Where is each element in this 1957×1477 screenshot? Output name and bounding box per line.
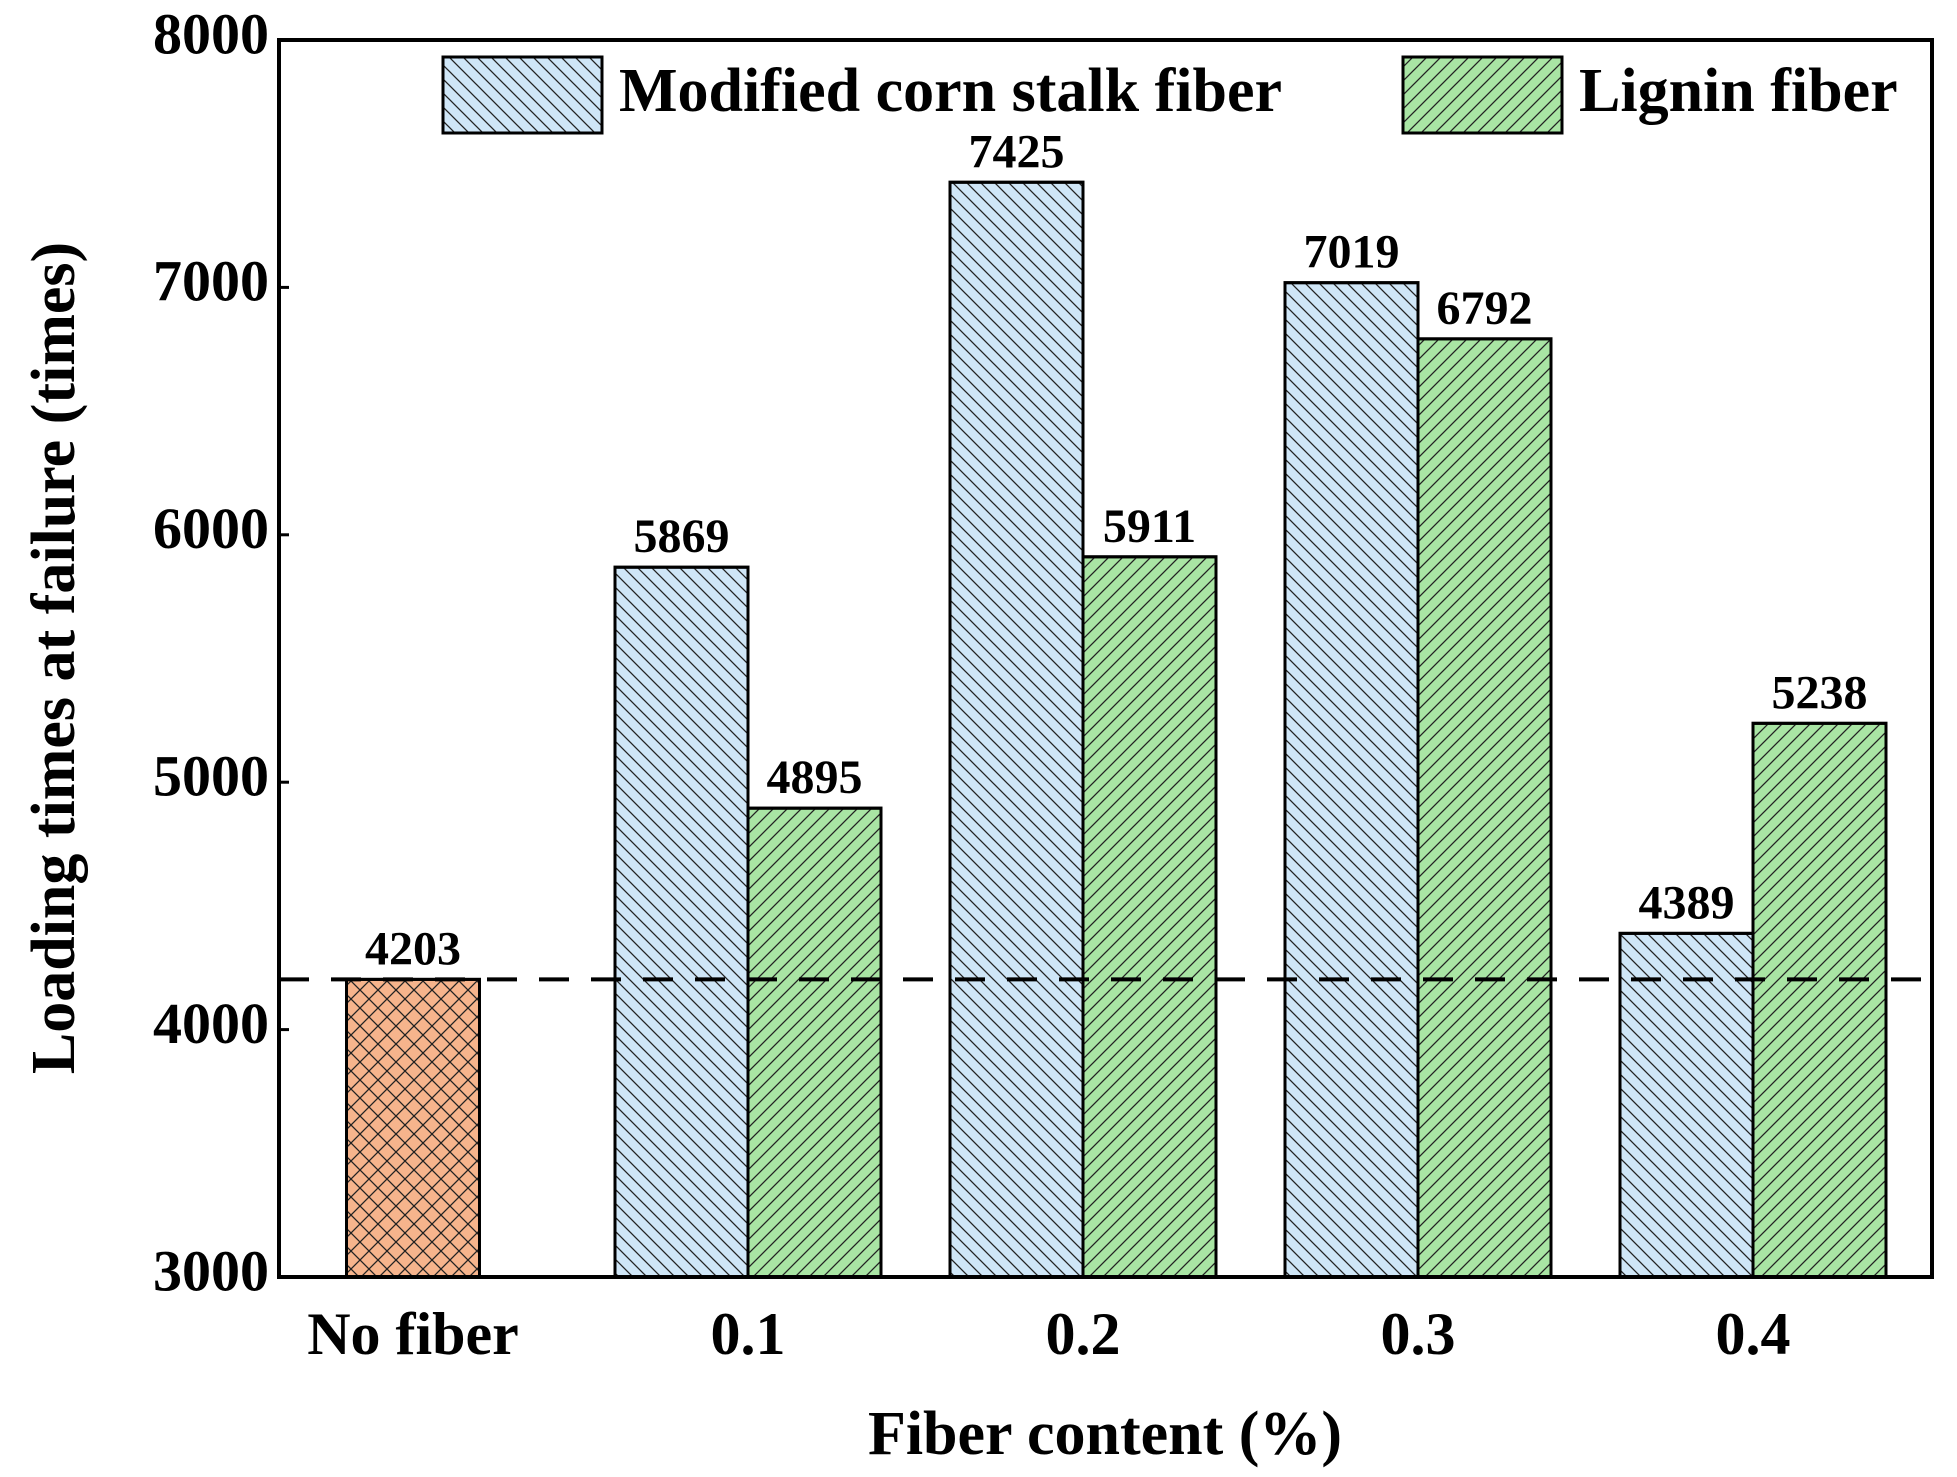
bar-hatch [1081, 555, 1218, 1279]
value-label: 6792 [1437, 282, 1533, 335]
y-tick-label: 4000 [153, 991, 269, 1056]
legend-swatch-hatch [441, 55, 604, 135]
bar-hatch [1751, 721, 1888, 1279]
bar-hatch [948, 180, 1085, 1279]
legend-label: Lignin fiber [1579, 57, 1898, 125]
x-axis-title: Fiber content (%) [868, 1400, 1342, 1468]
y-tick-label: 8000 [153, 1, 269, 66]
value-label: 4203 [365, 922, 461, 975]
bar-hatch [1283, 281, 1420, 1279]
x-tick-label: 0.1 [711, 1301, 786, 1367]
y-tick-label: 7000 [153, 249, 269, 314]
legend-swatch-hatch [1401, 55, 1564, 135]
x-tick-label: 0.4 [1716, 1301, 1791, 1367]
value-label: 5238 [1772, 666, 1868, 719]
value-label: 7425 [969, 125, 1065, 178]
x-tick-label: No fiber [307, 1301, 519, 1367]
value-label: 7019 [1304, 226, 1400, 279]
x-tick-label: 0.3 [1381, 1301, 1456, 1367]
value-label: 5869 [634, 510, 730, 563]
y-tick-label: 5000 [153, 744, 269, 809]
y-tick-label: 6000 [153, 496, 269, 561]
value-label: 5911 [1103, 500, 1196, 553]
bar-hatch [1416, 337, 1553, 1279]
bar-hatch [613, 565, 750, 1279]
y-tick-label: 3000 [153, 1238, 269, 1303]
plot-frame [277, 38, 1934, 1279]
bar-hatch [1618, 931, 1755, 1279]
y-axis-title: Loading times at failure (times) [20, 242, 88, 1074]
value-label: 4389 [1639, 876, 1735, 929]
x-tick-label: 0.2 [1046, 1301, 1121, 1367]
baseline-bar-hatch [345, 977, 481, 1279]
value-label: 4895 [767, 751, 863, 804]
legend-label: Modified corn stalk fiber [619, 57, 1282, 125]
bar-hatch [746, 806, 883, 1279]
